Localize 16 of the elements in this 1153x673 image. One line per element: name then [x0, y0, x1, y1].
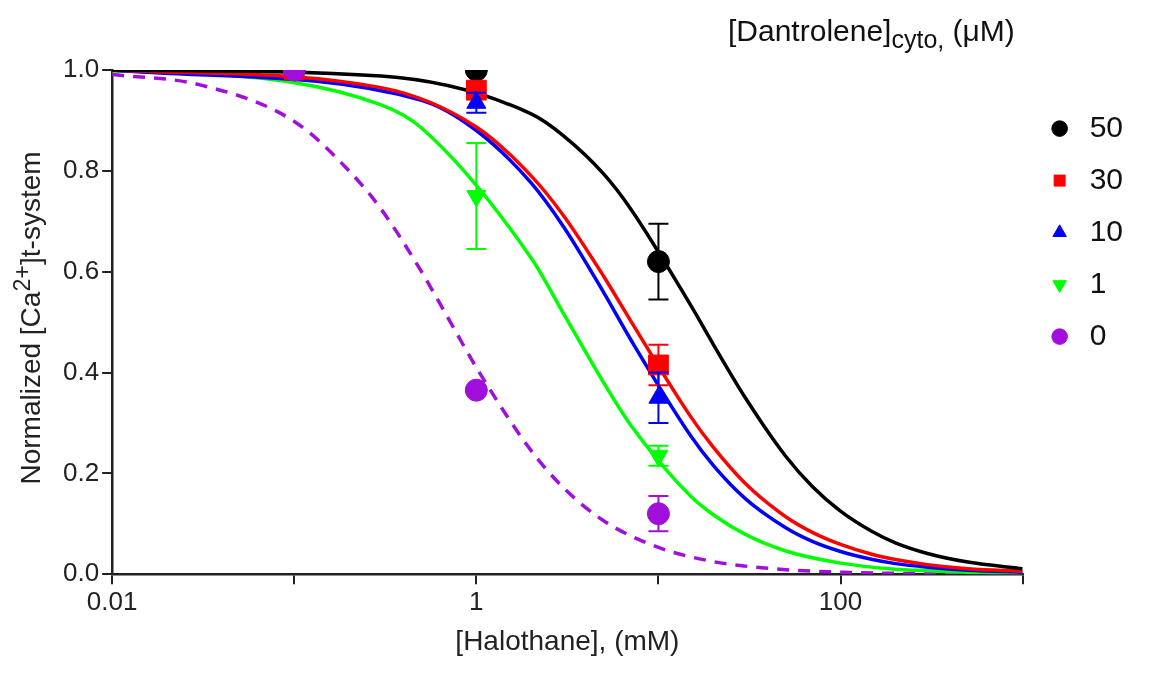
legend-label: 0 — [1089, 317, 1107, 351]
x-tick-label: 1 — [469, 585, 484, 616]
y-tick-label: 0.0 — [62, 557, 100, 588]
legend-label: 50 — [1089, 109, 1124, 143]
legend-label: 1 — [1089, 265, 1107, 299]
legend-label: 10 — [1089, 213, 1124, 247]
x-axis-title: [Halothane], (mM) — [455, 624, 680, 656]
y-tick-label: 0.4 — [62, 355, 100, 386]
y-tick-label: 0.6 — [62, 254, 100, 285]
y-tick-label: 0.8 — [62, 154, 100, 185]
x-tick-label: 100 — [818, 585, 863, 616]
y-tick-label: 0.2 — [62, 456, 100, 487]
legend-label: 30 — [1089, 161, 1124, 195]
legend-title: [Dantrolene]$_{cyto,}$ (μM) — [728, 14, 1015, 54]
x-tick-label: 0.01 — [86, 585, 138, 616]
y-tick-label: 1.0 — [62, 53, 100, 84]
